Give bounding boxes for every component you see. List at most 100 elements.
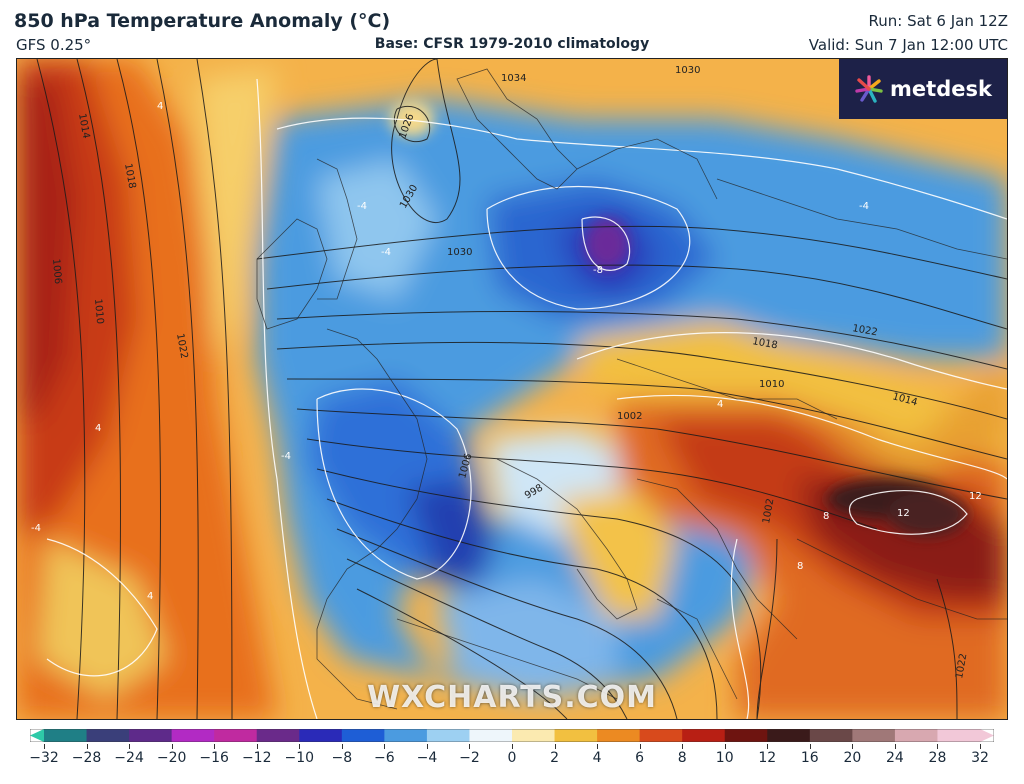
colorbar-tick-label: −16: [199, 750, 229, 766]
colorbar-tick-label: 4: [592, 750, 602, 766]
colorbar-tick: [341, 744, 343, 749]
colorbar-tick-label: −10: [284, 750, 315, 766]
run-label: Run: Sat 6 Jan 12Z: [868, 12, 1008, 30]
isobar-label: 1030: [447, 247, 472, 258]
colorbar-tick: [256, 744, 258, 749]
colorbar-tick: [426, 744, 428, 749]
anomaly-label: -8: [593, 265, 603, 276]
colorbar-segment: [341, 729, 385, 742]
colorbar-segment: [426, 729, 470, 742]
colorbar-tick: [852, 744, 854, 749]
colorbar-tick-label: −6: [374, 750, 395, 766]
isobar-label: 1014: [76, 113, 91, 140]
colorbar-segment: [852, 729, 896, 742]
colorbar-tick-label: 28: [928, 750, 947, 766]
metdesk-logo: metdesk: [839, 59, 1007, 119]
colorbar-segment: [937, 729, 981, 742]
colorbar-segment: [894, 729, 938, 742]
isobar-label: 1022: [851, 323, 878, 338]
anomaly-label: 4: [95, 423, 101, 434]
coastlines: [256, 68, 1007, 710]
wxcharts-watermark: WXCHARTS.COM: [366, 680, 658, 715]
colorbar-tick-label: −20: [156, 750, 187, 766]
anomaly-label: -4: [281, 451, 291, 462]
colorbar-tick: [724, 744, 726, 749]
isobar-labels: 1034 1030 1026 1030 1030 1022 1018 1014 …: [50, 65, 969, 680]
anomaly-label: 4: [157, 101, 163, 112]
anomaly-label: 8: [797, 561, 803, 572]
colorbar-tick: [512, 744, 513, 749]
colorbar-tick: [469, 744, 471, 749]
colorbar-segment: [129, 729, 173, 742]
colorbar-tick-label: 6: [635, 750, 645, 766]
colorbar-tick-label: −28: [71, 750, 102, 766]
anomaly-label: -4: [357, 201, 367, 212]
isobar-label: 1022: [954, 653, 969, 680]
colorbar-segment: [384, 729, 428, 742]
colorbar-segment: [724, 729, 768, 742]
colorbar-tick-label: −2: [459, 750, 480, 766]
map-canvas: 1034 1030 1026 1030 1030 1022 1018 1014 …: [17, 59, 1007, 719]
anomaly-label: 12: [897, 508, 910, 519]
colorbar-tick-label: 32: [971, 750, 989, 766]
colorbar-tick-label: −24: [114, 750, 144, 766]
colorbar-ticks: −32 −28 −24 −20 −16 −12 −10 −8 −6 −4 −2 0 2 4 6 8 10 12 16…: [29, 744, 994, 774]
colorbar-tick: [214, 744, 216, 749]
colorbar-tick-label: 12: [758, 750, 777, 766]
colorbar-tick-label: −32: [29, 750, 59, 766]
anomaly-label: 8: [823, 511, 829, 522]
colorbar-tick-label: 10: [715, 750, 734, 766]
model-label: GFS 0.25°: [16, 36, 92, 54]
anomaly-label: 4: [147, 591, 153, 602]
anomaly-contours: [46, 78, 1007, 719]
colorbar-segment: [682, 729, 726, 742]
colorbar-segment: [767, 729, 811, 742]
colorbar-tick: [894, 744, 896, 749]
isobar-label: 1034: [501, 73, 526, 84]
colorbar-tick: [937, 744, 939, 749]
metdesk-burst-icon: [854, 74, 884, 104]
colorbar-tick: [682, 744, 684, 749]
climatology-base-label: Base: CFSR 1979-2010 climatology: [374, 36, 650, 52]
colorbar-tick-label: −12: [241, 750, 272, 766]
colorbar-tick: [639, 744, 641, 749]
colorbar-tick-label: 20: [843, 750, 862, 766]
colorbar-segment: [86, 729, 130, 742]
colorbar-tick-label: 8: [677, 750, 687, 766]
colorbar-tick: [980, 744, 981, 749]
isobar-label: 1002: [617, 411, 642, 422]
colorbar-segment: [469, 729, 513, 742]
colorbar-tick-label: 0: [507, 750, 517, 766]
colorbar-tick: [299, 744, 301, 749]
colorbar-segment: [214, 729, 258, 742]
colorbar-segment: [171, 729, 215, 742]
colorbar-tick: [809, 744, 811, 749]
colorbar-segment: [256, 729, 300, 742]
valid-time-label: Valid: Sun 7 Jan 12:00 UTC: [808, 36, 1008, 54]
isobar-label: 1018: [751, 336, 778, 351]
anomaly-map[interactable]: 1034 1030 1026 1030 1030 1022 1018 1014 …: [16, 58, 1008, 720]
colorbar-segment: [554, 729, 598, 742]
colorbar-tick: [554, 744, 556, 749]
chart-title: 850 hPa Temperature Anomaly (°C): [14, 10, 391, 32]
isobar-label: 1030: [675, 65, 700, 76]
colorbar-segment: [809, 729, 853, 742]
metdesk-wordmark: metdesk: [890, 77, 992, 101]
colorbar-tick: [767, 744, 769, 749]
colorbar: [30, 729, 994, 742]
colorbar-tick-label: 2: [550, 750, 559, 766]
colorbar-max-arrow: [980, 729, 994, 742]
colorbar-segment: [597, 729, 641, 742]
anomaly-label: -4: [381, 247, 391, 258]
anomaly-label: 12: [969, 491, 982, 502]
colorbar-tick-label: −4: [416, 750, 438, 766]
colorbar-tick: [44, 744, 45, 749]
isobar-label: 1002: [761, 498, 776, 525]
isobar-label: 1010: [759, 379, 784, 390]
anomaly-label: -4: [31, 523, 41, 534]
isobar-label: 1010: [92, 298, 105, 324]
anomaly-label: -4: [859, 201, 869, 212]
colorbar-tick: [384, 744, 386, 749]
anomaly-field: [17, 59, 1007, 719]
colorbar-tick-label: 16: [800, 750, 819, 766]
